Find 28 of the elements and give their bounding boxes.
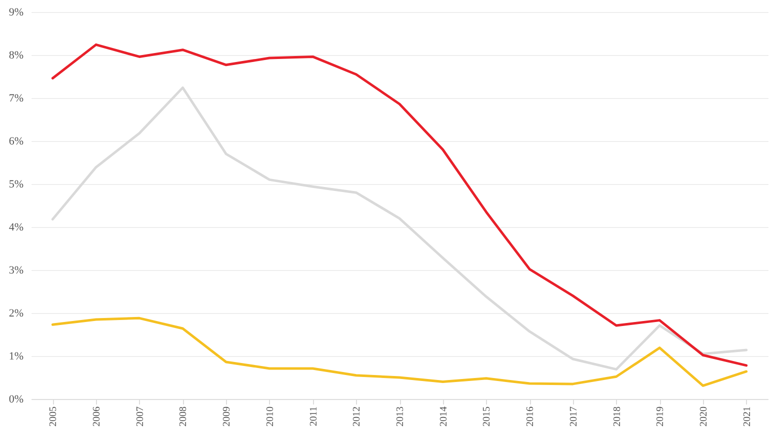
x-tick-label: 2008 — [178, 406, 190, 426]
y-tick-label: 7% — [8, 92, 24, 104]
y-tick-label: 6% — [8, 136, 24, 148]
y-tick-label: 0% — [8, 394, 24, 406]
x-tick-label: 2016 — [525, 406, 536, 426]
y-tick-label: 4% — [8, 222, 24, 234]
x-tick-label: 2017 — [568, 406, 580, 426]
x-tick-label: 2013 — [395, 406, 406, 426]
x-tick-label: 2014 — [438, 406, 450, 426]
line-series — [51, 316, 748, 387]
x-tick-label: 2011 — [308, 406, 320, 426]
x-tick-label: 2021 — [742, 406, 753, 426]
x-tick-label: 2010 — [264, 406, 276, 426]
y-tick-label: 9% — [8, 6, 24, 18]
x-tick-label: 2007 — [134, 406, 146, 426]
y-tick-label: 2% — [8, 308, 24, 320]
y-tick-label: 1% — [8, 350, 24, 362]
x-tick-label: 2005 — [48, 406, 60, 426]
x-tick-label: 2020 — [698, 406, 710, 426]
y-tick-label: 3% — [8, 264, 24, 276]
x-tick-label: 2009 — [222, 406, 233, 426]
x-tick-label: 2006 — [92, 406, 103, 426]
y-tick-label: 5% — [8, 178, 24, 190]
y-tick-label: 8% — [8, 50, 24, 62]
x-tick-label: 2019 — [655, 406, 666, 426]
x-tick-label: 2012 — [352, 406, 363, 426]
x-tick-label: 2018 — [612, 406, 623, 426]
x-tick-label: 2015 — [482, 406, 493, 426]
